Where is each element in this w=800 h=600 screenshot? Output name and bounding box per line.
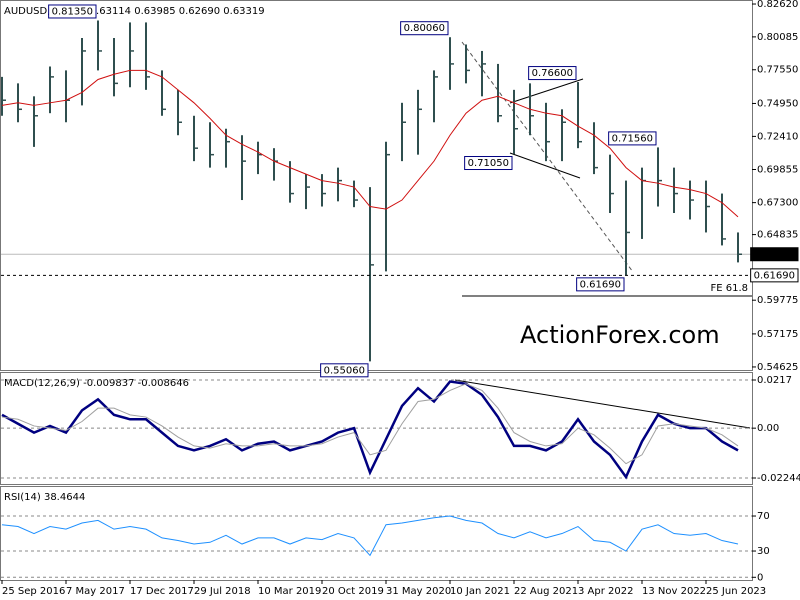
price-pane (0, 0, 753, 371)
x-tick-label: 10 Mar 2019 (258, 586, 321, 597)
label-box (750, 268, 799, 283)
x-tick-label: 7 May 2017 (66, 586, 125, 597)
level-label: FE 61.8 (710, 283, 748, 294)
label-box (750, 247, 799, 262)
label-box (400, 21, 449, 36)
y-tick-label: 0.59775 (757, 295, 798, 306)
x-tick-label: 17 Dec 2017 (130, 586, 194, 597)
y-tick-label: 0.69855 (757, 165, 798, 176)
label-box (528, 66, 577, 81)
x-tick-label: 13 Nov 2022 (642, 586, 706, 597)
channel-lower (509, 152, 581, 179)
y-tick-label: 0.77550 (757, 65, 798, 76)
current-price-label: 0.63319 (754, 249, 795, 260)
x-tick-label: 10 Jan 2021 (450, 586, 510, 597)
label-box (464, 156, 513, 171)
y-tick-label: 70 (757, 511, 770, 522)
pane-title: AUDUSD,Weekly 0.63114 0.63985 0.62690 0.… (4, 6, 265, 17)
x-tick-label: 25 Jun 2023 (706, 586, 766, 597)
price-annotation: 0.55060 (324, 365, 365, 376)
label-box (576, 277, 625, 292)
price-annotation: 0.71560 (612, 133, 653, 144)
price-annotation: 0.76600 (532, 68, 573, 79)
price-annotation: 0.80060 (404, 23, 445, 34)
indicator-line (1, 380, 739, 480)
price-annotation: 0.61690 (580, 279, 621, 290)
watermark: ActionForex.com (520, 321, 720, 349)
x-tick-label: 22 Aug 2021 (514, 586, 578, 597)
label-box (48, 4, 97, 19)
macd-trendline (454, 379, 751, 429)
indicator-line (1, 515, 739, 557)
y-tick-label: 0.54625 (757, 362, 798, 373)
label-box (320, 363, 369, 378)
moving-average (1, 69, 739, 218)
price-annotation: 0.71050 (468, 158, 509, 169)
y-tick-label: 30 (757, 546, 770, 557)
y-tick-label: 0.67300 (757, 198, 798, 209)
y-tick-label: 0.80085 (757, 32, 798, 43)
label-box (608, 131, 657, 146)
x-tick-label: 31 May 2020 (386, 586, 451, 597)
projection-line (461, 41, 634, 273)
y-tick-label: 0.00 (757, 423, 779, 434)
x-tick-label: 3 Apr 2022 (578, 586, 633, 597)
y-tick-label: 0.82620 (757, 0, 798, 10)
y-tick-label: 0 (757, 572, 763, 583)
x-tick-label: 20 Oct 2019 (322, 586, 384, 597)
x-tick-label: 25 Sep 2016 (2, 586, 65, 597)
pane-title: RSI(14) 38.4644 (4, 492, 85, 503)
level-axis-label: 0.61690 (754, 270, 795, 281)
price-annotation: 0.81350 (52, 6, 93, 17)
y-tick-label: 0.64835 (757, 230, 798, 241)
x-tick-label: 29 Jul 2018 (194, 586, 251, 597)
pane-title: MACD(12,26,9) -0.009837 -0.008646 (4, 378, 189, 389)
channel-upper (509, 78, 584, 104)
indicator-line (1, 383, 739, 465)
y-tick-label: 0.0217 (757, 375, 792, 386)
y-tick-label: 0.57175 (757, 329, 798, 340)
y-tick-label: 0.72410 (757, 131, 798, 142)
y-tick-label: 0.74950 (757, 98, 798, 109)
rsi-pane (0, 486, 753, 581)
y-tick-label: -0.022445 (757, 473, 800, 484)
